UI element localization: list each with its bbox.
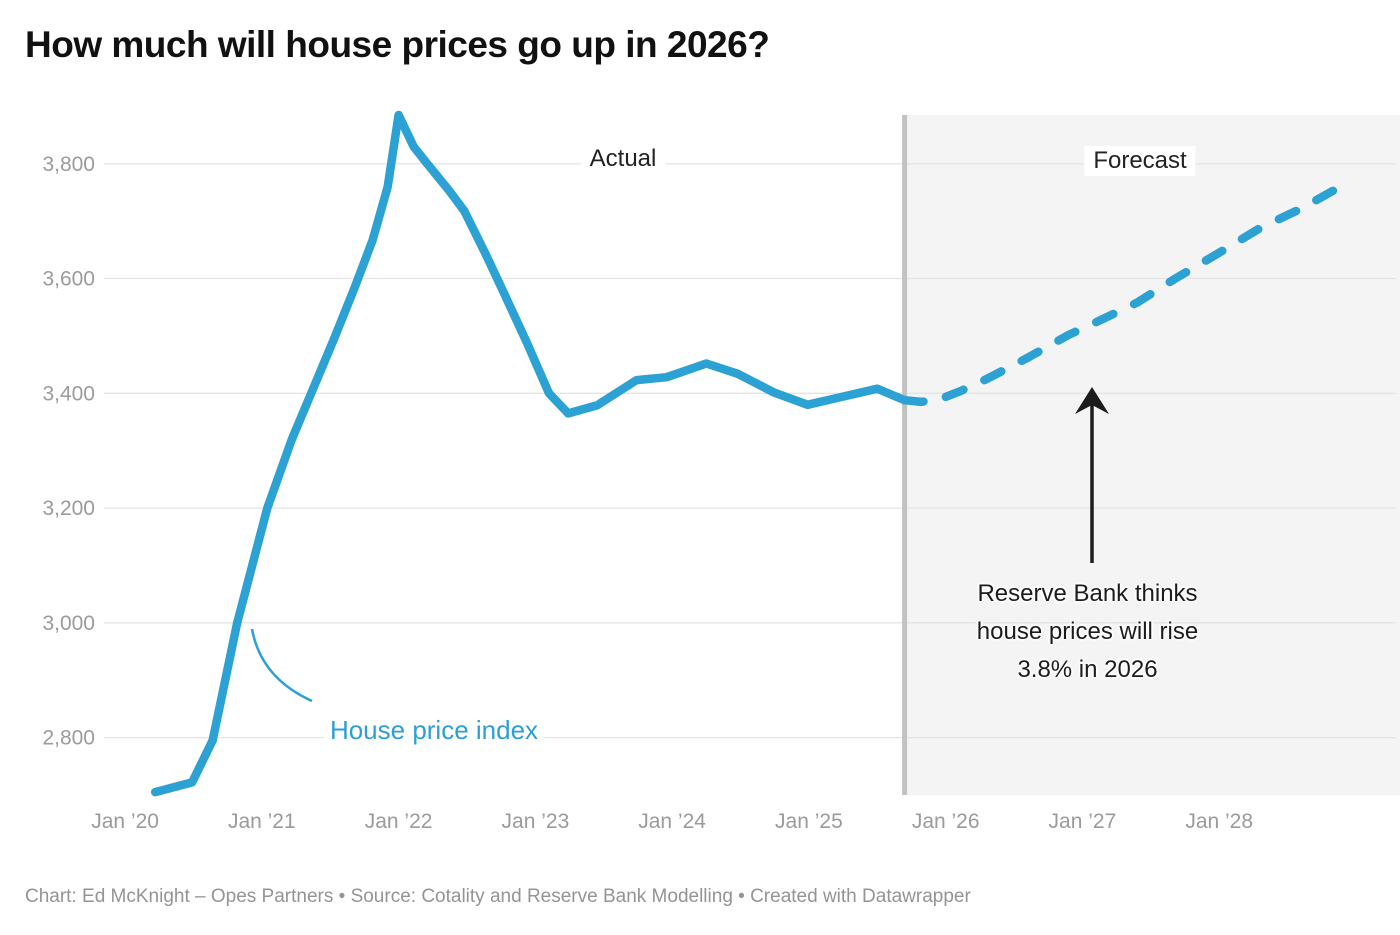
label-connector-line (250, 628, 313, 703)
series-label-house-price-index: House price index (323, 715, 545, 746)
y-gridlines-and-labels: 3,800 3,600 3,400 3,200 3,000 2,800 (42, 153, 1396, 750)
x-axis-labels: Jan ’20 Jan ’21 Jan ’22 Jan ’23 Jan ’24 Jan ’… (91, 810, 1253, 833)
actual-line (150, 110, 909, 797)
annotation-arrow (1075, 387, 1109, 563)
forecast-line (900, 181, 1347, 407)
actual-zone-label: Actual (580, 144, 666, 174)
x-tick-label: Jan ’21 (228, 810, 296, 833)
x-tick-label: Jan ’28 (1185, 810, 1253, 833)
y-tick-label: 3,200 (42, 497, 95, 520)
page-title: How much will house prices go up in 2026… (25, 24, 770, 65)
x-tick-label: Jan ’23 (502, 810, 570, 833)
annotation-line-2: house prices will rise (976, 618, 1199, 645)
x-tick-label: Jan ’24 (638, 810, 706, 833)
footer-credit: Chart: Ed McKnight – Opes Partners • Sou… (25, 886, 971, 907)
y-tick-label: 3,800 (42, 153, 95, 176)
x-tick-label: Jan ’26 (912, 810, 980, 833)
annotation-reserve-bank: Reserve Bank thinks house prices will ri… (915, 575, 1260, 689)
y-tick-label: 2,800 (42, 727, 95, 750)
y-tick-label: 3,400 (42, 382, 95, 405)
forecast-region (904, 115, 1400, 795)
x-tick-label: Jan ’25 (775, 810, 843, 833)
forecast-zone-label: Forecast (1084, 146, 1196, 176)
y-tick-label: 3,600 (42, 268, 95, 291)
annotation-line-3: 3.8% in 2026 (1017, 656, 1158, 683)
y-tick-label: 3,000 (42, 612, 95, 635)
annotation-line-1: Reserve Bank thinks (977, 580, 1198, 607)
x-tick-label: Jan ’22 (365, 810, 433, 833)
x-tick-label: Jan ’27 (1049, 810, 1117, 833)
x-tick-label: Jan ’20 (91, 810, 159, 833)
